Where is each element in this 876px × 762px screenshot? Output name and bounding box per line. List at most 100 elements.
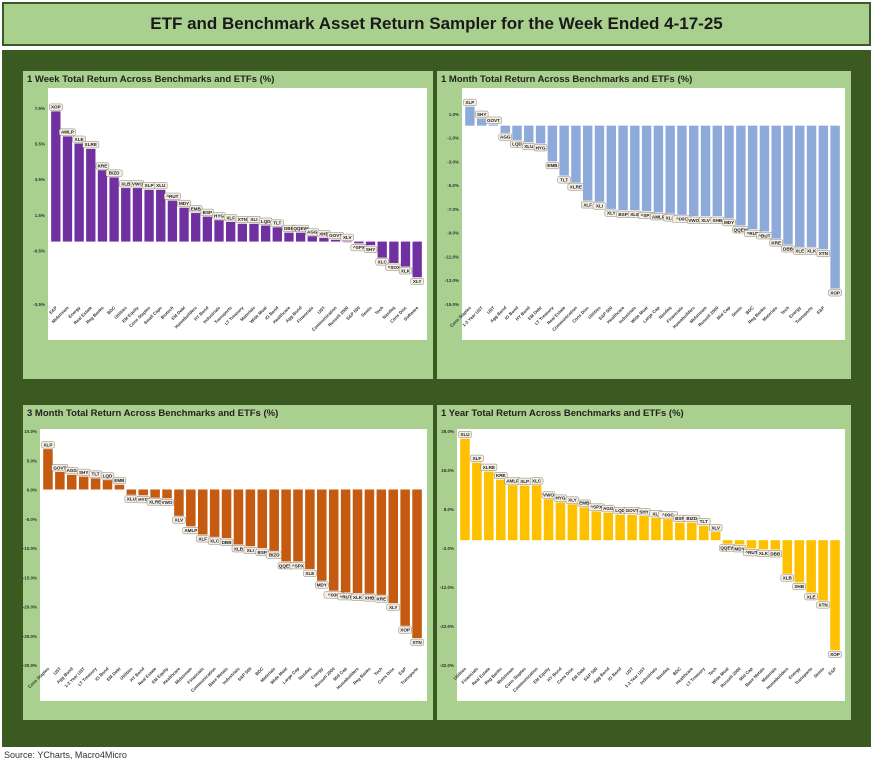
data-label-text: SHY xyxy=(639,509,648,514)
data-label-text: VWO xyxy=(688,218,699,223)
data-label: MDY xyxy=(732,545,747,553)
category-label: E&P xyxy=(48,305,58,315)
data-label-text: XLP xyxy=(145,183,154,188)
data-label-text: QQEW xyxy=(720,546,735,551)
y-tick-label: -12.0% xyxy=(440,585,454,590)
y-tick-label: -9.0% xyxy=(447,231,459,236)
data-label: AGG xyxy=(498,133,512,141)
chart-title: 1 Month Total Return Across Benchmarks a… xyxy=(441,74,693,85)
data-label-text: XLK xyxy=(353,595,363,600)
data-label-text: DBB xyxy=(284,226,295,231)
data-label: XLU xyxy=(522,143,536,151)
category-label: UST xyxy=(625,666,635,676)
bar xyxy=(519,485,530,541)
data-label-text: XLY xyxy=(413,279,422,284)
data-label: BIZD xyxy=(265,551,283,559)
data-label-box xyxy=(463,98,477,106)
charts-container: 1 Week Total Return Across Benchmarks an… xyxy=(2,50,871,747)
data-label-text: HYG xyxy=(555,496,565,501)
data-label-text: XOP xyxy=(830,290,840,295)
source-note: Source: YCharts, Macro4Micro xyxy=(4,750,127,760)
data-label-box xyxy=(95,162,110,170)
data-label-box xyxy=(154,182,168,190)
data-label: XLRE xyxy=(480,463,498,471)
bar xyxy=(507,485,518,541)
data-label: XHB xyxy=(710,216,724,224)
data-label: XHB xyxy=(792,583,806,591)
bar xyxy=(352,489,363,594)
data-label: XLK xyxy=(804,247,819,255)
data-label: AGG xyxy=(65,467,79,475)
chart-1-year-return: -32.0% -22.0% -12.0% -2.0% 8.0% 18.0% 28.0% XLU… xyxy=(440,429,842,693)
bar xyxy=(97,170,108,242)
bar xyxy=(121,188,131,242)
data-label-box xyxy=(494,472,508,479)
bar xyxy=(237,223,247,242)
category-label: Nasdaq xyxy=(297,666,312,681)
data-label-text: XLV xyxy=(701,218,711,223)
data-label: TLT xyxy=(557,176,571,184)
bar xyxy=(559,125,569,176)
data-label-text: SHY xyxy=(79,470,88,475)
y-tick-label: 5.0% xyxy=(27,458,37,463)
data-label-text: DBB xyxy=(783,246,794,251)
data-label-text: XLK xyxy=(401,268,411,273)
bar xyxy=(269,489,279,551)
y-tick-label: 10.0% xyxy=(24,429,37,434)
bar xyxy=(317,489,327,581)
data-label-text: HYG xyxy=(536,145,546,150)
data-label-box xyxy=(112,477,127,485)
bar xyxy=(630,125,640,211)
data-label-box xyxy=(375,258,389,266)
y-tick-label: -20.0% xyxy=(23,605,37,610)
bar xyxy=(62,136,73,242)
data-label-text: LQD xyxy=(512,142,522,147)
data-label: ^SPX xyxy=(587,503,605,511)
y-tick-label: -25.0% xyxy=(23,634,37,639)
data-label-text: LQD xyxy=(261,219,271,224)
data-label: DBB xyxy=(219,538,234,546)
data-label-text: XLI xyxy=(250,217,257,222)
data-label-text: LQD xyxy=(103,473,113,478)
data-label: XLK xyxy=(756,549,771,557)
bar xyxy=(472,462,482,541)
data-label-text: XLE xyxy=(807,594,816,599)
data-label: VWO xyxy=(160,499,174,507)
chart-1-month-return: -15.0% -13.0% -11.0% -9.0% -7.0% -5.0% -3.0% -1… xyxy=(445,98,842,332)
data-label-text: XLI xyxy=(652,511,659,516)
data-label-text: XTN xyxy=(238,217,248,222)
data-label-text: XLB xyxy=(234,546,244,551)
category-label: E&P xyxy=(827,666,837,676)
chart-panel-3-month: 3 Month Total Return Across Benchmarks a… xyxy=(23,405,433,720)
chart-panel-1-week: 1 Week Total Return Across Benchmarks an… xyxy=(23,71,433,379)
data-label: LQD xyxy=(100,472,115,480)
category-label: Semis xyxy=(813,666,826,679)
data-label: XLC xyxy=(375,258,389,266)
chart-panel-1-year: 1 Year Total Return Across Benchmarks an… xyxy=(437,405,851,720)
bar xyxy=(260,225,271,242)
bar xyxy=(618,125,628,211)
y-tick-label: -10.0% xyxy=(23,546,37,551)
data-label: MDY xyxy=(722,219,736,227)
bar xyxy=(689,125,699,217)
data-label-text: XOP xyxy=(400,628,410,633)
bar xyxy=(677,125,687,215)
data-label: KRE xyxy=(769,239,783,247)
data-label: XLF xyxy=(196,535,210,543)
data-label-text: QQEW xyxy=(734,227,749,232)
data-label-box xyxy=(386,603,400,611)
category-label: Semis xyxy=(360,305,373,318)
bar xyxy=(330,239,341,242)
bar xyxy=(771,125,781,239)
y-tick-label: -30.0% xyxy=(23,663,37,668)
data-label-text: XLB xyxy=(783,576,793,581)
data-label-box xyxy=(545,162,560,170)
data-label: KRE xyxy=(374,595,389,603)
data-label: TLT xyxy=(270,219,284,227)
bar xyxy=(209,489,220,537)
bar xyxy=(43,449,53,490)
data-label-text: KRE xyxy=(496,473,506,478)
y-tick-label: 0.0% xyxy=(27,488,37,493)
data-label: XLP xyxy=(142,182,156,190)
data-label-text: ^SOX xyxy=(388,265,401,270)
